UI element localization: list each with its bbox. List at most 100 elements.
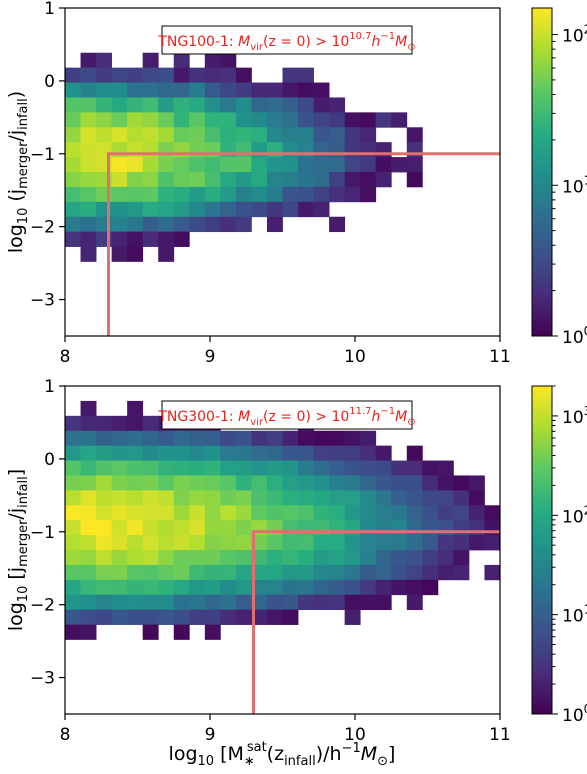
heatmap-cell [344,112,361,128]
x-ticks-tng300: 8 9 10 11 [60,714,511,745]
heatmap-cell [235,550,252,566]
heatmap-cell [282,82,299,98]
heatmap-cell [235,445,252,461]
heatmap-cell [282,186,299,203]
heatmap-cell [204,127,221,143]
heatmap-cell [329,97,346,113]
heatmap-cell [111,246,128,262]
heatmap-cell [437,564,454,581]
heatmap-cell [96,97,113,113]
heatmap-cell [142,97,159,113]
heatmap-cell [282,445,299,461]
heatmap-cell [111,67,128,83]
heatmap-cell [313,564,330,581]
heatmap-cell [173,97,190,113]
y-ticks-tng100: 1 0 −1 −2 −3 [30,0,65,311]
heatmap-cell [344,186,361,203]
heatmap-cell [329,550,346,566]
heatmap-cell [220,157,237,173]
heatmap-cell [453,564,470,581]
heatmap-cell [158,82,175,98]
heatmap-cells-tng100 [65,52,423,262]
x-tick-label: 11 [489,725,511,745]
heatmap-cell [189,186,206,203]
heatmap-cell [96,67,113,83]
heatmap-cell [204,564,221,581]
heatmap-cell [111,172,128,188]
heatmap-cell [329,475,346,491]
heatmap-cell [111,157,128,173]
heatmap-cell [189,460,206,476]
heatmap-cell [329,564,346,581]
heatmap-cell [204,490,221,506]
heatmap-cell [111,490,128,506]
y-tick-label: 0 [44,72,55,92]
heatmap-cell [204,157,221,173]
heatmap-cell [111,445,128,461]
heatmap-cell [266,186,283,203]
heatmap-cell [298,112,314,128]
heatmap-cell [65,564,81,581]
heatmap-cell [235,112,252,128]
heatmap-cell [142,564,159,581]
heatmap-cell [111,112,128,128]
heatmap-cell [375,172,392,188]
heatmap-cell [484,564,501,581]
heatmap-cell [220,594,237,611]
heatmap-cell [111,579,128,596]
heatmap-cell [111,520,128,536]
x-tick-label: 10 [344,347,366,367]
heatmap-cell [173,609,190,625]
heatmap-cell [406,172,423,188]
heatmap-cell [204,445,221,461]
heatmap-cell [313,550,330,566]
heatmap-cell [80,172,97,188]
heatmap-cell [142,52,159,69]
heatmap-cell [298,579,314,596]
heatmap-cell [484,535,501,551]
heatmap-cell [158,430,175,447]
heatmap-cell [142,505,159,521]
heatmap-cell [453,535,470,551]
heatmap-cell [344,579,361,596]
heatmap-cell [189,490,206,506]
heatmap-cell [360,594,377,611]
heatmap-cell [391,564,408,581]
heatmap-cell [468,475,485,491]
x-ticks-tng100: 8 9 10 11 [60,336,511,367]
heatmap-cell [313,535,330,551]
heatmap-cell [329,430,346,447]
heatmap-cell [375,594,392,611]
heatmap-cell [127,127,144,143]
heatmap-cell [158,157,175,173]
heatmap-cell [111,609,128,625]
heatmap-cell [235,520,252,536]
heatmap-cell [329,186,346,203]
heatmap-cell [80,52,97,69]
heatmap-cell [437,535,454,551]
heatmap-cell [80,157,97,173]
heatmap-cell [251,609,268,625]
heatmap-cell [344,430,361,447]
x-tick-label: 8 [60,347,71,367]
heatmap-cell [344,594,361,611]
heatmap-cell [266,127,283,143]
annotation-box-tng100 [161,25,413,55]
heatmap-cell [158,579,175,596]
colorbar-tick-label: 100 [562,702,587,726]
heatmap-cell [204,112,221,128]
heatmap-cell [375,490,392,506]
heatmap-cell [173,216,190,233]
heatmap-cell [468,490,485,506]
heatmap-cell [282,157,299,173]
heatmap-cell [329,172,346,188]
heatmap-cell [266,172,283,188]
heatmap-cell [142,594,159,611]
heatmap-cell [313,505,330,521]
heatmap-cell [127,460,144,476]
heatmap-cell [329,445,346,461]
y-tick-label: −1 [30,145,55,165]
heatmap-cell [204,430,221,447]
heatmap-cell [189,127,206,143]
